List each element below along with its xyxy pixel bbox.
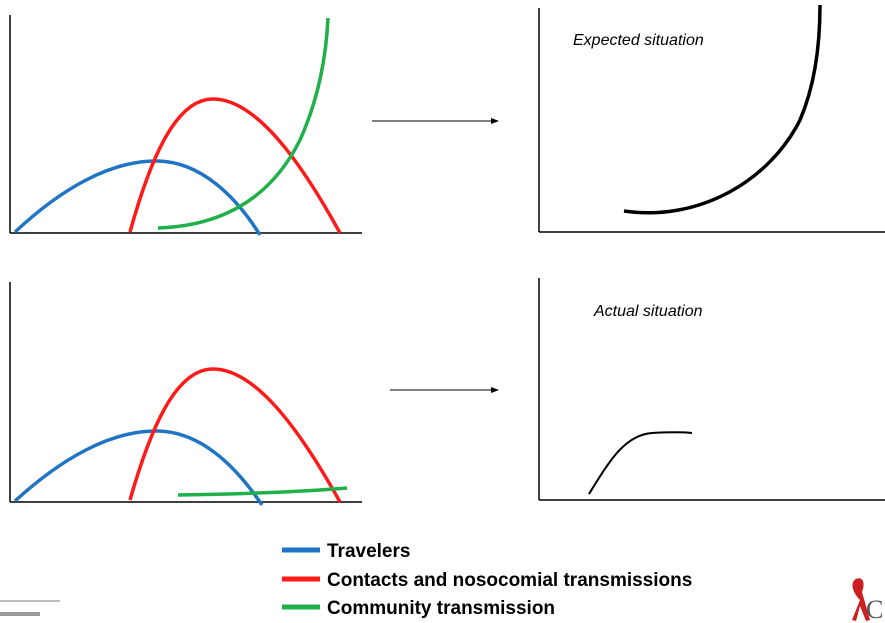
legend: Travelers Contacts and nosocomial transm… [282, 541, 692, 619]
top-left-community-curve [157, 17, 330, 230]
bottom-left-travelers-curve [13, 429, 264, 506]
legend-label-travelers: Travelers [327, 541, 410, 562]
actual-plateau-curve [588, 431, 693, 495]
actual-situation-label: Actual situation [593, 303, 703, 320]
legend-item-community: Community transmission [282, 598, 555, 619]
top-left-phases-panel [9, 15, 362, 236]
legend-item-contacts: Contacts and nosocomial transmissions [282, 570, 692, 591]
actual-situation-panel: Actual situation [538, 278, 885, 501]
expected-growth-curve [623, 4, 822, 215]
legend-item-travelers: Travelers [282, 541, 410, 562]
bottom-left-community-curve [177, 486, 348, 497]
org-logo: C [852, 578, 883, 623]
legend-label-contacts: Contacts and nosocomial transmissions [327, 570, 692, 591]
top-left-contacts-curve [128, 97, 342, 234]
awareness-ribbon-icon [852, 578, 870, 621]
expected-situation-label: Expected situation [573, 32, 704, 49]
logo-letter: C [866, 595, 883, 623]
legend-label-community: Community transmission [327, 598, 555, 619]
bottom-left-phases-panel [9, 282, 362, 506]
footer-logo-text-blur [0, 612, 40, 616]
top-left-travelers-curve [13, 159, 262, 236]
expected-situation-panel: Expected situation [538, 4, 885, 233]
bottom-left-contacts-curve [128, 367, 342, 503]
footer-fragment [0, 600, 60, 616]
